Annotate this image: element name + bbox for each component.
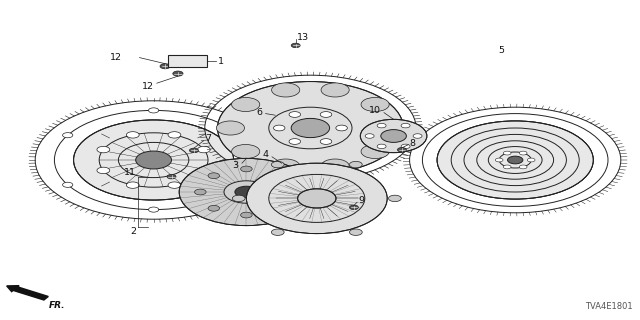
Circle shape — [527, 158, 535, 162]
Circle shape — [464, 134, 566, 186]
Text: FR.: FR. — [49, 301, 65, 310]
Circle shape — [291, 118, 330, 138]
Text: 6: 6 — [257, 108, 262, 117]
Circle shape — [508, 156, 523, 164]
Circle shape — [241, 212, 252, 218]
Circle shape — [504, 165, 511, 169]
Circle shape — [401, 124, 410, 128]
Circle shape — [349, 205, 358, 210]
Circle shape — [271, 229, 284, 236]
Circle shape — [234, 182, 244, 187]
Circle shape — [365, 134, 374, 138]
Circle shape — [349, 229, 362, 236]
Text: 1: 1 — [218, 57, 223, 66]
Circle shape — [173, 71, 183, 76]
Circle shape — [520, 151, 527, 155]
Circle shape — [320, 112, 332, 117]
Circle shape — [520, 165, 527, 169]
Text: 9: 9 — [358, 196, 364, 205]
Circle shape — [232, 98, 260, 112]
Circle shape — [360, 119, 427, 153]
Circle shape — [397, 148, 406, 152]
Circle shape — [495, 158, 503, 162]
Text: 2: 2 — [131, 228, 136, 236]
Circle shape — [271, 83, 300, 97]
Text: 13: 13 — [297, 33, 309, 42]
Circle shape — [148, 108, 159, 113]
Text: TVA4E1801: TVA4E1801 — [585, 302, 632, 311]
FancyArrow shape — [6, 286, 48, 300]
Circle shape — [218, 82, 403, 174]
Circle shape — [287, 189, 298, 195]
Circle shape — [189, 148, 198, 153]
Circle shape — [413, 134, 422, 138]
Circle shape — [321, 83, 349, 97]
Circle shape — [289, 139, 301, 144]
Circle shape — [168, 132, 181, 138]
Circle shape — [234, 132, 244, 138]
Circle shape — [388, 195, 401, 202]
Circle shape — [361, 98, 389, 112]
Circle shape — [160, 64, 170, 69]
FancyBboxPatch shape — [168, 55, 207, 67]
Text: 12: 12 — [109, 53, 122, 62]
Circle shape — [232, 195, 245, 202]
Circle shape — [208, 205, 220, 211]
Circle shape — [271, 159, 300, 173]
Circle shape — [167, 174, 176, 179]
Circle shape — [235, 186, 258, 198]
Circle shape — [97, 167, 109, 174]
Circle shape — [63, 132, 73, 138]
Circle shape — [198, 146, 211, 153]
Text: 11: 11 — [124, 168, 136, 177]
Circle shape — [291, 43, 300, 48]
Circle shape — [136, 151, 172, 169]
Circle shape — [179, 158, 314, 226]
Text: 8: 8 — [410, 139, 415, 148]
Circle shape — [437, 121, 593, 199]
Circle shape — [74, 120, 234, 200]
Circle shape — [504, 151, 511, 155]
Text: 7: 7 — [205, 134, 211, 143]
Circle shape — [195, 189, 206, 195]
Circle shape — [376, 121, 404, 135]
Text: 10: 10 — [369, 106, 381, 115]
Circle shape — [216, 121, 244, 135]
Circle shape — [198, 167, 211, 174]
Circle shape — [246, 163, 387, 234]
Circle shape — [298, 189, 336, 208]
Circle shape — [361, 144, 389, 158]
Circle shape — [241, 166, 252, 172]
Circle shape — [377, 124, 386, 128]
Circle shape — [289, 112, 301, 117]
Circle shape — [336, 125, 348, 131]
Text: 5: 5 — [498, 46, 504, 55]
Circle shape — [377, 144, 386, 148]
Text: 3: 3 — [232, 161, 239, 170]
Circle shape — [273, 173, 285, 179]
Circle shape — [271, 161, 284, 168]
Text: 4: 4 — [263, 150, 269, 159]
Circle shape — [126, 182, 139, 188]
Circle shape — [273, 205, 285, 211]
Circle shape — [63, 182, 73, 187]
Circle shape — [381, 130, 406, 142]
Circle shape — [232, 144, 260, 158]
Text: 12: 12 — [141, 82, 154, 91]
Circle shape — [321, 159, 349, 173]
Circle shape — [126, 132, 139, 138]
Circle shape — [148, 207, 159, 212]
Circle shape — [208, 173, 220, 179]
Circle shape — [320, 139, 332, 144]
Circle shape — [401, 144, 410, 148]
Circle shape — [349, 161, 362, 168]
Circle shape — [168, 182, 181, 188]
Circle shape — [97, 146, 109, 153]
Circle shape — [273, 125, 285, 131]
